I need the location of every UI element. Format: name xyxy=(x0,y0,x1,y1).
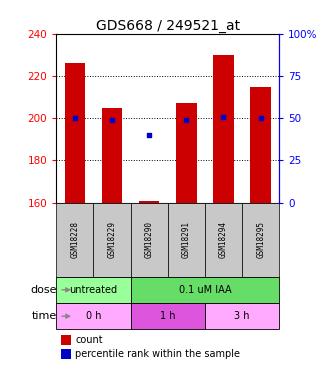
Bar xyxy=(56,303,131,329)
Text: dose: dose xyxy=(30,285,57,295)
Text: GSM18291: GSM18291 xyxy=(182,221,191,258)
Bar xyxy=(250,87,271,203)
Bar xyxy=(131,203,168,277)
Point xyxy=(72,115,77,121)
Bar xyxy=(205,203,242,277)
Bar xyxy=(65,63,85,203)
Bar xyxy=(168,203,205,277)
Bar xyxy=(176,104,196,203)
Bar xyxy=(93,203,131,277)
Text: 0 h: 0 h xyxy=(86,311,101,321)
Bar xyxy=(205,303,279,329)
Bar xyxy=(139,201,159,203)
Bar xyxy=(61,349,71,358)
Bar xyxy=(56,203,93,277)
Text: 3 h: 3 h xyxy=(234,311,250,321)
Title: GDS668 / 249521_at: GDS668 / 249521_at xyxy=(96,19,240,33)
Bar xyxy=(61,335,71,345)
Text: count: count xyxy=(75,335,103,345)
Bar xyxy=(56,277,131,303)
Point xyxy=(147,132,152,138)
Text: GSM18228: GSM18228 xyxy=(70,221,79,258)
Text: GSM18290: GSM18290 xyxy=(145,221,154,258)
Text: GSM18295: GSM18295 xyxy=(256,221,265,258)
Text: time: time xyxy=(32,311,57,321)
Bar xyxy=(131,303,205,329)
Text: GSM18294: GSM18294 xyxy=(219,221,228,258)
Point xyxy=(221,114,226,120)
Text: 0.1 uM IAA: 0.1 uM IAA xyxy=(178,285,231,295)
Text: untreated: untreated xyxy=(69,285,117,295)
Bar xyxy=(242,203,279,277)
Text: 1 h: 1 h xyxy=(160,311,176,321)
Bar xyxy=(102,108,122,203)
Bar xyxy=(131,277,279,303)
Point xyxy=(109,117,115,123)
Point xyxy=(184,117,189,123)
Text: GSM18229: GSM18229 xyxy=(108,221,117,258)
Bar xyxy=(213,55,234,203)
Point xyxy=(258,115,263,121)
Text: percentile rank within the sample: percentile rank within the sample xyxy=(75,349,240,359)
